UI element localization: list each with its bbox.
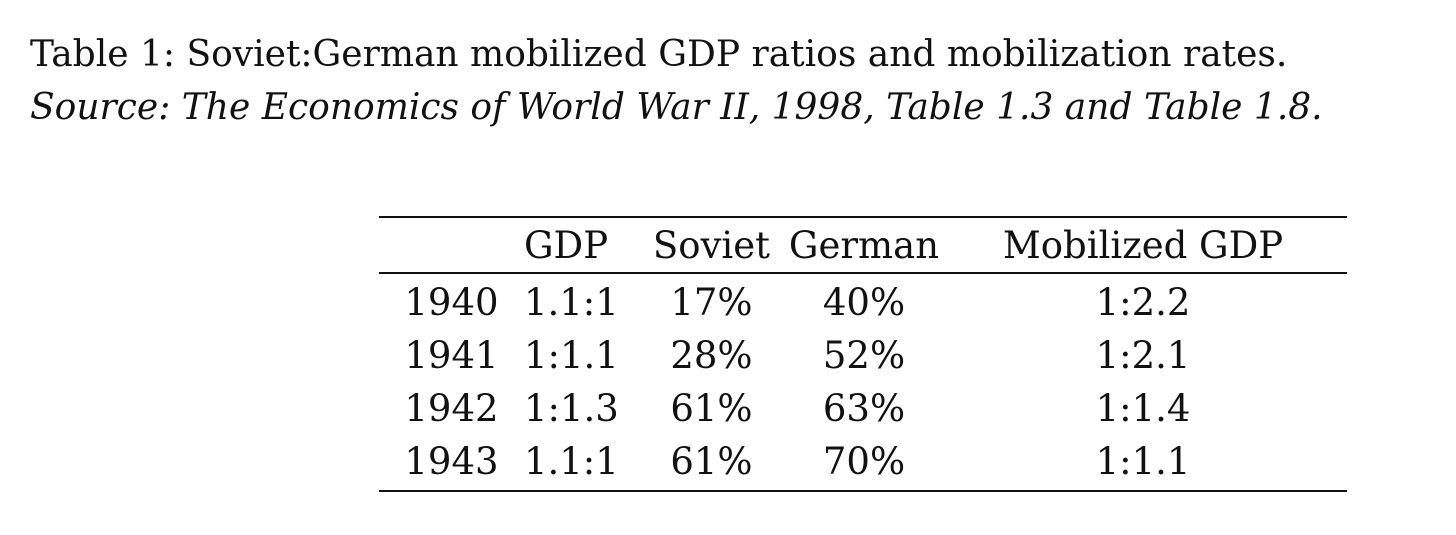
header-german: German [788,223,940,267]
table-row: 1942 1:1.3 61% 63% 1:1.4 [379,382,1347,435]
cell-year: 1940 [404,281,499,324]
table-container: GDP Soviet German Mobilized GDP 1940 1.1… [379,216,1347,492]
cell-year: 1943 [404,440,499,483]
cell-gdp: 1:1.3 [523,387,619,430]
table-body: 1940 1.1:1 17% 40% 1:2.2 1941 1:1.1 28% … [379,273,1347,491]
cell-german: 52% [822,334,906,377]
table-title: Table 1: Soviet:German mobilized GDP rat… [30,34,1288,75]
table-caption: Table 1: Soviet:German mobilized GDP rat… [30,28,1430,134]
table-header: GDP Soviet German Mobilized GDP [379,217,1347,273]
cell-soviet: 28% [670,334,753,377]
cell-mobilized-gdp: 1:1.1 [1095,440,1191,483]
header-year [379,217,524,273]
cell-soviet: 61% [670,387,753,430]
cell-german: 63% [822,387,906,430]
cell-soviet: 17% [670,281,753,324]
header-mobilized-gdp: Mobilized GDP [1002,223,1284,267]
table-row: 1943 1.1:1 61% 70% 1:1.1 [379,435,1347,491]
cell-soviet: 61% [670,440,753,483]
cell-german: 70% [822,440,906,483]
cell-mobilized-gdp: 1:1.4 [1095,387,1191,430]
table-source: Source: The Economics of World War II, 1… [30,87,1323,128]
header-gdp: GDP [523,223,609,267]
header-soviet: Soviet [652,223,770,267]
header-row: GDP Soviet German Mobilized GDP [379,217,1347,273]
cell-mobilized-gdp: 1:2.2 [1095,281,1191,324]
cell-year: 1941 [404,334,499,377]
table-row: 1941 1:1.1 28% 52% 1:2.1 [379,329,1347,382]
cell-gdp: 1.1:1 [523,440,619,483]
cell-mobilized-gdp: 1:2.1 [1095,334,1191,377]
table-row: 1940 1.1:1 17% 40% 1:2.2 [379,273,1347,329]
cell-german: 40% [822,281,906,324]
data-table: GDP Soviet German Mobilized GDP 1940 1.1… [379,216,1347,492]
cell-gdp: 1:1.1 [523,334,619,377]
cell-gdp: 1.1:1 [523,281,619,324]
cell-year: 1942 [404,387,499,430]
